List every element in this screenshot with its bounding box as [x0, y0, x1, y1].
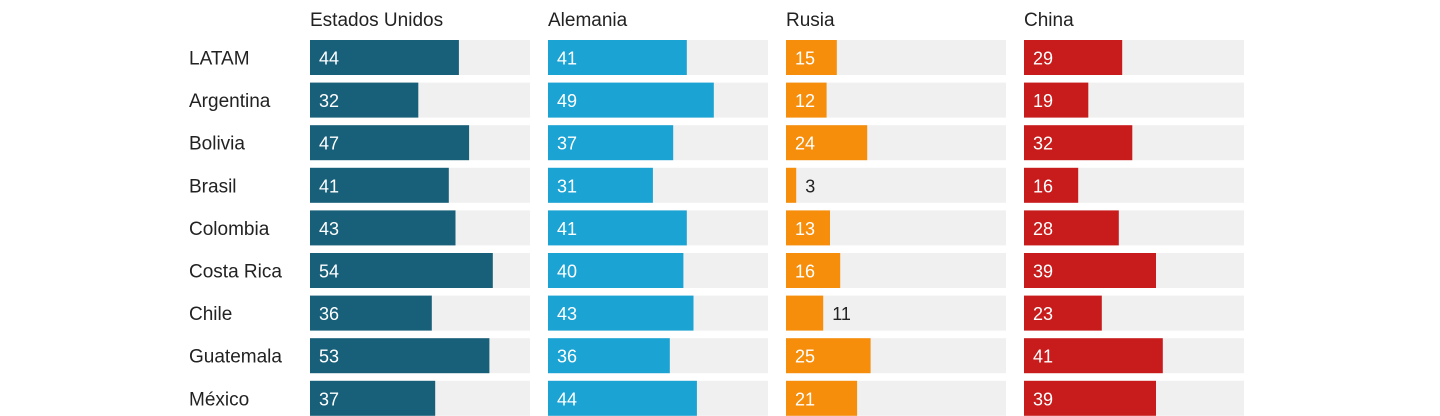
bar-alemania-bolivia: [548, 125, 674, 161]
value-label: 49: [557, 91, 577, 111]
value-label: 47: [319, 134, 339, 154]
value-label: 11: [832, 304, 851, 324]
bar-china-mexico: [1024, 380, 1156, 416]
value-label: 41: [557, 49, 577, 69]
bar-estados-unidos-chile: [310, 295, 432, 331]
series-header-alemania: Alemania: [548, 10, 628, 31]
value-label: 3: [805, 176, 815, 196]
value-label: 37: [319, 389, 339, 409]
value-label: 29: [1033, 49, 1053, 69]
series-estados-unidos: 44 32 47 41 43 54 36 53 37: [310, 40, 530, 416]
bar-alemania-mexico: [548, 380, 697, 416]
bar-alemania-latam: [548, 40, 687, 75]
category-label-mexico: México: [189, 389, 249, 410]
series-alemania: 41 49 37 31 41 40 43 36 44: [548, 40, 768, 416]
bar-china-latam: [1024, 40, 1123, 75]
value-label: 53: [319, 347, 339, 367]
value-label: 39: [1033, 262, 1053, 282]
bar-alemania-argentina: [548, 82, 714, 118]
value-label: 25: [795, 347, 815, 367]
series-china: 29 19 32 16 28 39 23 41 39: [1024, 40, 1244, 416]
bar-estados-unidos-costa-rica: [310, 253, 493, 288]
value-label: 36: [319, 304, 339, 324]
value-label: 16: [795, 262, 815, 282]
bar-estados-unidos-brasil: [310, 167, 449, 203]
value-label: 43: [319, 219, 339, 239]
value-label: 54: [319, 262, 339, 282]
bar-china-chile: [1024, 295, 1102, 331]
value-label: 41: [1033, 347, 1053, 367]
bar-china-bolivia: [1024, 125, 1133, 161]
bar-china-brasil: [1024, 167, 1079, 203]
bar-estados-unidos-mexico: [310, 380, 436, 416]
value-label: 23: [1033, 304, 1053, 324]
bar-rusia-guatemala: [786, 338, 871, 374]
category-label-costa-rica: Costa Rica: [189, 262, 282, 283]
value-label: 44: [319, 49, 339, 69]
series-rusia: 15 12 24 3 13 16 11 25 21: [786, 40, 1006, 416]
bar-rusia-chile: [786, 295, 824, 331]
category-label-chile: Chile: [189, 304, 232, 325]
category-label-bolivia: Bolivia: [189, 134, 245, 155]
bar-estados-unidos-latam: [310, 40, 459, 75]
value-label: 19: [1033, 91, 1053, 111]
value-label: 40: [557, 262, 577, 282]
category-label-guatemala: Guatemala: [189, 347, 282, 368]
bar-rusia-colombia: [786, 210, 830, 246]
category-label-colombia: Colombia: [189, 219, 270, 240]
value-label: 12: [795, 91, 815, 111]
value-label: 31: [557, 176, 577, 196]
bar-rusia-costa-rica: [786, 253, 841, 288]
bar-track: [786, 167, 1006, 203]
bar-rusia-brasil: [786, 167, 797, 203]
bar-alemania-colombia: [548, 210, 687, 246]
bar-rusia-argentina: [786, 82, 827, 118]
value-label: 32: [1033, 134, 1053, 154]
bar-estados-unidos-colombia: [310, 210, 456, 246]
value-label: 32: [319, 91, 339, 111]
category-label-latam: LATAM: [189, 49, 250, 70]
series-header-rusia: Rusia: [786, 10, 835, 31]
bar-rusia-bolivia: [786, 125, 868, 161]
bar-china-colombia: [1024, 210, 1119, 246]
bar-alemania-chile: [548, 295, 694, 331]
category-label-argentina: Argentina: [189, 91, 271, 112]
value-label: 39: [1033, 389, 1053, 409]
series-header-estados-unidos: Estados Unidos: [310, 10, 443, 31]
value-label: 16: [1033, 176, 1053, 196]
value-label: 28: [1033, 219, 1053, 239]
bar-alemania-costa-rica: [548, 253, 684, 288]
bar-rusia-mexico: [786, 380, 858, 416]
bar-china-costa-rica: [1024, 253, 1156, 288]
bar-china-argentina: [1024, 82, 1089, 118]
bar-estados-unidos-argentina: [310, 82, 419, 118]
bar-estados-unidos-guatemala: [310, 338, 490, 374]
bar-estados-unidos-bolivia: [310, 125, 470, 161]
value-label: 41: [557, 219, 577, 239]
value-label: 13: [795, 219, 815, 239]
value-label: 37: [557, 134, 577, 154]
value-label: 21: [795, 389, 815, 409]
category-label-brasil: Brasil: [189, 176, 237, 197]
series-header-china: China: [1024, 10, 1074, 31]
value-label: 24: [795, 134, 815, 154]
bar-alemania-brasil: [548, 167, 653, 203]
value-label: 44: [557, 389, 577, 409]
bar-china-guatemala: [1024, 338, 1163, 374]
value-label: 43: [557, 304, 577, 324]
value-label: 36: [557, 347, 577, 367]
bar-rusia-latam: [786, 40, 837, 75]
value-label: 15: [795, 49, 815, 69]
bar-alemania-guatemala: [548, 338, 670, 374]
value-label: 41: [319, 176, 339, 196]
